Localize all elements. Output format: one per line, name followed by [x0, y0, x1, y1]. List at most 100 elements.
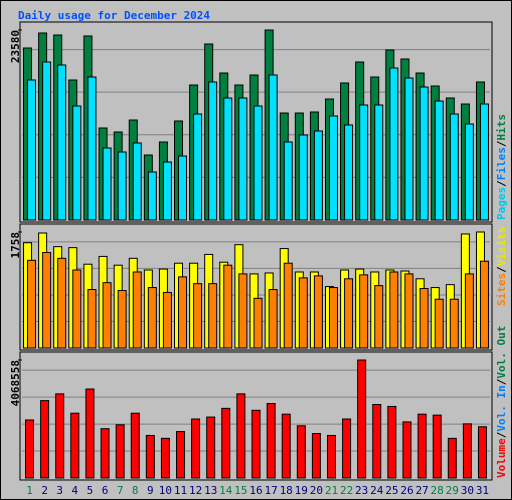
bar: [447, 437, 457, 479]
bar: [191, 418, 201, 479]
bar: [281, 413, 291, 479]
bar: [40, 400, 50, 479]
bar: [72, 105, 82, 221]
bar: [25, 419, 35, 479]
x-tick-label: 2: [41, 484, 48, 497]
legend: Sites/Visits: [495, 227, 508, 307]
bar: [253, 105, 263, 221]
legend-entry: Volume: [495, 438, 508, 478]
bar: [313, 130, 323, 221]
x-tick-label: 29: [446, 484, 459, 497]
bar: [178, 155, 188, 221]
x-tick-label: 15: [234, 484, 247, 497]
bar: [223, 264, 233, 349]
bar: [27, 79, 37, 221]
x-tick-label: 10: [159, 484, 172, 497]
x-tick-label: 14: [219, 484, 233, 497]
y-tick-label: 23580: [9, 30, 22, 63]
bar: [268, 74, 278, 221]
bar: [479, 103, 489, 221]
bar: [434, 298, 444, 349]
x-tick-label: 26: [400, 484, 413, 497]
x-tick-label: 6: [102, 484, 109, 497]
bar: [57, 257, 67, 349]
bar: [389, 271, 399, 349]
bar: [419, 288, 429, 349]
bar: [178, 276, 188, 349]
bar: [223, 97, 233, 221]
bar: [359, 274, 369, 349]
legend-entry: Vol. Out: [495, 326, 508, 379]
legend: Volume/Vol. In/Vol. Out: [495, 326, 508, 478]
bar: [147, 171, 157, 221]
y-tick-label: 4068558: [9, 360, 22, 406]
legend-separator: /: [495, 140, 508, 147]
legend-separator: /: [495, 266, 508, 273]
bar: [372, 403, 382, 479]
bar: [374, 285, 384, 349]
bar: [72, 269, 82, 349]
x-tick-label: 23: [355, 484, 368, 497]
x-tick-label: 28: [431, 484, 444, 497]
bar: [404, 77, 414, 221]
bar: [283, 141, 293, 221]
bar: [208, 81, 218, 221]
bar: [344, 124, 354, 221]
legend-entry: Vol. In: [495, 385, 508, 431]
bar: [479, 260, 489, 349]
legend-separator: /: [495, 431, 508, 438]
bar: [162, 161, 172, 221]
legend-entry: Hits: [495, 114, 508, 141]
bar: [236, 393, 246, 479]
bar: [283, 262, 293, 349]
bar: [374, 104, 384, 221]
bar: [449, 113, 459, 221]
x-tick-label: 21: [325, 484, 338, 497]
x-tick-label: 9: [147, 484, 154, 497]
bar: [464, 123, 474, 221]
bar: [132, 271, 142, 349]
x-tick-label: 18: [280, 484, 293, 497]
bar: [115, 424, 125, 479]
chart-title: Daily usage for December 2024: [18, 9, 210, 22]
bar: [328, 115, 338, 221]
bar: [298, 277, 308, 349]
x-tick-label: 12: [189, 484, 202, 497]
bar: [70, 412, 80, 479]
bar: [55, 393, 65, 479]
bar: [221, 407, 231, 479]
bar: [238, 273, 248, 349]
bar: [102, 282, 112, 349]
bar: [298, 134, 308, 221]
bar: [313, 275, 323, 349]
bar: [27, 259, 37, 349]
legend-entry: Visits: [495, 227, 508, 267]
bar: [296, 425, 306, 479]
x-tick-label: 22: [340, 484, 353, 497]
bar: [130, 412, 140, 479]
x-tick-label: 4: [72, 484, 79, 497]
bar: [251, 409, 261, 479]
x-tick-label: 11: [174, 484, 187, 497]
x-tick-label: 19: [295, 484, 308, 497]
bar: [359, 104, 369, 221]
bar: [145, 434, 155, 479]
bar: [328, 287, 338, 349]
bar: [193, 113, 203, 221]
x-tick-label: 3: [56, 484, 63, 497]
x-tick-label: 20: [310, 484, 323, 497]
legend: Pages/Files/Hits: [495, 114, 508, 220]
x-tick-label: 24: [370, 484, 384, 497]
x-tick-label: 16: [249, 484, 262, 497]
bar: [402, 421, 412, 479]
bar: [85, 388, 95, 479]
bar: [404, 273, 414, 349]
bar: [477, 426, 487, 479]
bar: [42, 61, 52, 221]
bar: [311, 433, 321, 479]
bar: [176, 431, 186, 479]
x-tick-label: 7: [117, 484, 124, 497]
x-tick-label: 17: [264, 484, 277, 497]
bar: [387, 405, 397, 479]
